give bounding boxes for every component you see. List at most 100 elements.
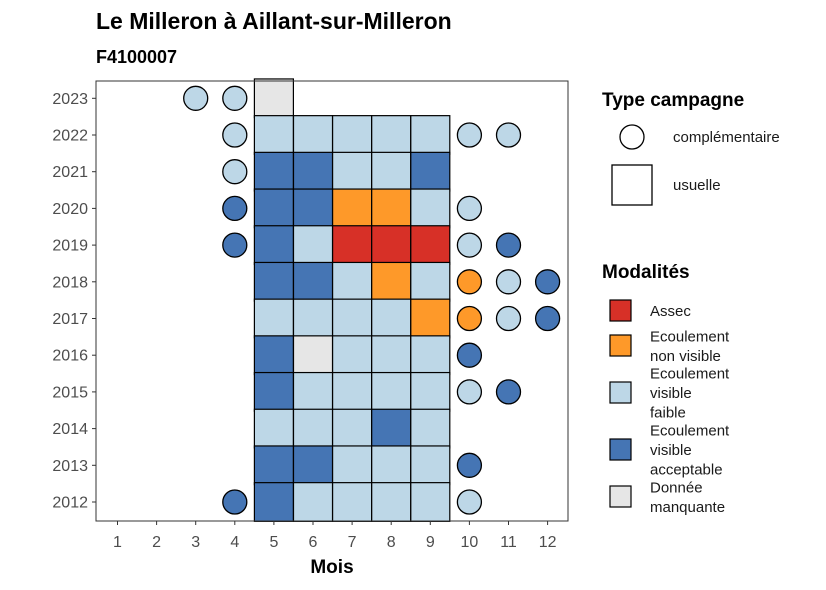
- cell-2019-6: [292, 225, 334, 266]
- legend-modality-label: Ecoulement non visible: [650, 328, 730, 365]
- cell-2021-5: [253, 151, 294, 192]
- cell-2015-5: [253, 371, 294, 412]
- cell-2022-9: [410, 115, 451, 155]
- cell-2015-6: [292, 371, 334, 412]
- point-2017-11: [495, 305, 522, 332]
- chart-title: Le Milleron à Aillant-sur-Milleron: [96, 8, 452, 34]
- point-2015-11: [495, 379, 522, 405]
- legend-modality-key: [609, 334, 632, 357]
- x-tick-label: 2: [152, 534, 161, 551]
- cell-2018-7: [332, 261, 373, 302]
- cell-2022-8: [371, 115, 412, 155]
- x-tick-label: 10: [461, 534, 479, 551]
- legend-modality-label: Assec: [650, 303, 691, 320]
- cell-2016-5: [253, 335, 294, 376]
- y-tick-label: 2012: [52, 495, 88, 512]
- cell-2013-9: [410, 445, 451, 486]
- x-axis-title: Mois: [310, 557, 353, 578]
- legend-modality-title: Modalités: [602, 262, 690, 283]
- cell-2012-5: [253, 482, 294, 522]
- cell-2019-7: [332, 225, 373, 266]
- cell-2014-8: [371, 408, 412, 449]
- x-tick-label: 8: [387, 534, 396, 551]
- plot-panel-border: [95, 80, 569, 522]
- cell-2013-7: [332, 445, 373, 486]
- cell-2018-5: [253, 261, 294, 302]
- cell-2020-5: [253, 188, 294, 229]
- point-2022-11: [495, 122, 522, 148]
- x-tick-label: 5: [269, 534, 278, 551]
- legend-campaign-square-key: [611, 164, 653, 206]
- cell-2015-9: [410, 371, 451, 412]
- point-2020-4: [222, 195, 248, 222]
- point-2016-10: [456, 342, 483, 368]
- cell-2020-9: [410, 188, 451, 229]
- point-2019-10: [456, 232, 483, 258]
- y-tick-label: 2017: [52, 311, 88, 328]
- cell-2019-5: [253, 225, 294, 266]
- point-2019-11: [495, 232, 522, 258]
- legend-campaign-title: Type campagne: [602, 90, 744, 111]
- cell-2013-6: [292, 445, 334, 486]
- cell-2017-5: [253, 298, 294, 339]
- y-tick-label: 2018: [52, 274, 88, 291]
- cell-2015-8: [371, 371, 412, 412]
- x-tick-label: 1: [113, 534, 122, 551]
- point-2023-4: [222, 85, 248, 111]
- cell-2016-9: [410, 335, 451, 376]
- cell-2017-7: [332, 298, 373, 339]
- legend-modality-label: Donnée manquante: [650, 479, 725, 516]
- cell-2012-8: [371, 482, 412, 522]
- cell-2021-8: [371, 151, 412, 192]
- point-2018-11: [495, 269, 522, 295]
- point-2015-10: [456, 379, 483, 405]
- cell-2020-6: [292, 188, 334, 229]
- cell-2014-7: [332, 408, 373, 449]
- cell-2018-8: [371, 261, 412, 302]
- y-tick-label: 2023: [52, 91, 88, 108]
- cell-2023-5: [253, 78, 294, 119]
- legend-modality-label: Ecoulement visible faible: [650, 366, 730, 422]
- point-2017-10: [456, 305, 483, 332]
- y-tick-label: 2019: [52, 238, 88, 255]
- cell-2018-9: [410, 261, 451, 302]
- legend-campaign-label: complémentaire: [673, 129, 780, 146]
- x-tick-label: 11: [500, 534, 517, 551]
- point-2012-4: [222, 489, 248, 515]
- point-2019-4: [222, 232, 248, 258]
- x-tick-label: 12: [539, 534, 557, 551]
- y-tick-label: 2021: [52, 164, 88, 181]
- legend-campaign: Type campagne complémentaire usuelle: [602, 90, 780, 206]
- cell-2022-5: [253, 115, 294, 155]
- legend-modality-label: Ecoulement visible acceptable: [650, 423, 730, 479]
- y-tick-label: 2016: [52, 348, 88, 365]
- y-tick-label: 2014: [52, 421, 88, 438]
- cell-2017-8: [371, 298, 412, 339]
- point-2022-10: [456, 122, 483, 148]
- point-2022-4: [222, 122, 248, 148]
- cell-2015-7: [332, 371, 373, 412]
- point-2021-4: [222, 159, 248, 185]
- plot-cells: [183, 78, 561, 522]
- cell-2014-5: [253, 408, 294, 449]
- cell-2013-5: [253, 445, 294, 486]
- x-tick-label: 3: [191, 534, 200, 551]
- point-2017-12: [534, 305, 561, 332]
- point-2023-3: [183, 85, 209, 111]
- x-tick-label: 4: [230, 534, 239, 551]
- y-tick-label: 2020: [52, 201, 88, 218]
- cell-2012-7: [332, 482, 373, 522]
- point-2013-10: [456, 452, 483, 478]
- x-axis: 1 2 3 4 5 6 7 8 9 10 11 12: [113, 521, 557, 551]
- cell-2020-8: [371, 188, 412, 229]
- cell-2018-6: [292, 261, 334, 302]
- y-tick-label: 2013: [52, 458, 88, 475]
- cell-2022-6: [292, 115, 334, 155]
- y-tick-label: 2022: [52, 128, 88, 145]
- legend-modality-key: [609, 438, 632, 461]
- x-tick-label: 6: [309, 534, 318, 551]
- cell-2016-6: [292, 335, 334, 376]
- chart-subtitle: F4100007: [96, 47, 177, 67]
